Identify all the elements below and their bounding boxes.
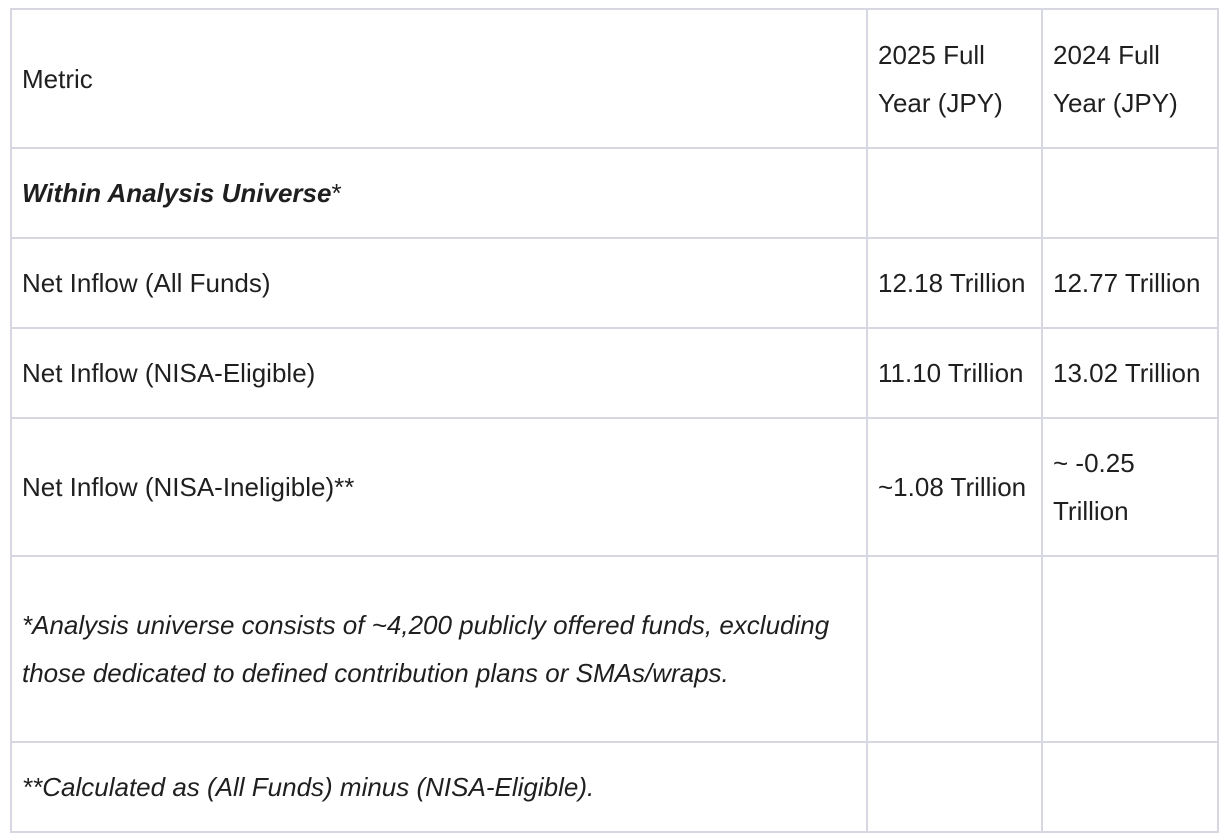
value-2024-cell: ~ -0.25 Trillion — [1041, 417, 1219, 557]
table-row: Net Inflow (NISA-Ineligible)** ~1.08 Tri… — [10, 417, 1219, 557]
section-footnote-marker: * — [331, 178, 342, 208]
metric-cell: Net Inflow (NISA-Eligible) — [10, 327, 868, 419]
metric-cell: Net Inflow (All Funds) — [10, 237, 868, 329]
value-2025-cell: ~1.08 Trillion — [866, 417, 1043, 557]
year-2025-column-header: 2025 Full Year (JPY) — [866, 8, 1043, 149]
table-row: Net Inflow (NISA-Eligible) 11.10 Trillio… — [10, 327, 1219, 419]
empty-cell — [866, 147, 1043, 239]
value-2025-cell: 11.10 Trillion — [866, 327, 1043, 419]
footnote-universe: *Analysis universe consists of ~4,200 pu… — [10, 555, 868, 743]
empty-cell — [1041, 555, 1219, 743]
value-2024-cell: 13.02 Trillion — [1041, 327, 1219, 419]
year-2024-column-header: 2024 Full Year (JPY) — [1041, 8, 1219, 149]
header-row: Metric 2025 Full Year (JPY) 2024 Full Ye… — [10, 8, 1219, 149]
value-2024-cell: 12.77 Trillion — [1041, 237, 1219, 329]
footnote-calculation: **Calculated as (All Funds) minus (NISA-… — [10, 741, 868, 833]
empty-cell — [866, 741, 1043, 833]
section-heading: Within Analysis Universe — [22, 178, 332, 208]
value-2025-cell: 12.18 Trillion — [866, 237, 1043, 329]
section-row: Within Analysis Universe* — [10, 147, 1219, 239]
section-heading-cell: Within Analysis Universe* — [10, 147, 868, 239]
metric-cell: Net Inflow (NISA-Ineligible)** — [10, 417, 868, 557]
empty-cell — [866, 555, 1043, 743]
empty-cell — [1041, 147, 1219, 239]
footnote-row: **Calculated as (All Funds) minus (NISA-… — [10, 741, 1219, 833]
table-row: Net Inflow (All Funds) 12.18 Trillion 12… — [10, 237, 1219, 329]
fund-flow-table: Metric 2025 Full Year (JPY) 2024 Full Ye… — [10, 8, 1219, 833]
empty-cell — [1041, 741, 1219, 833]
metric-column-header: Metric — [10, 8, 868, 149]
footnote-row: *Analysis universe consists of ~4,200 pu… — [10, 555, 1219, 743]
